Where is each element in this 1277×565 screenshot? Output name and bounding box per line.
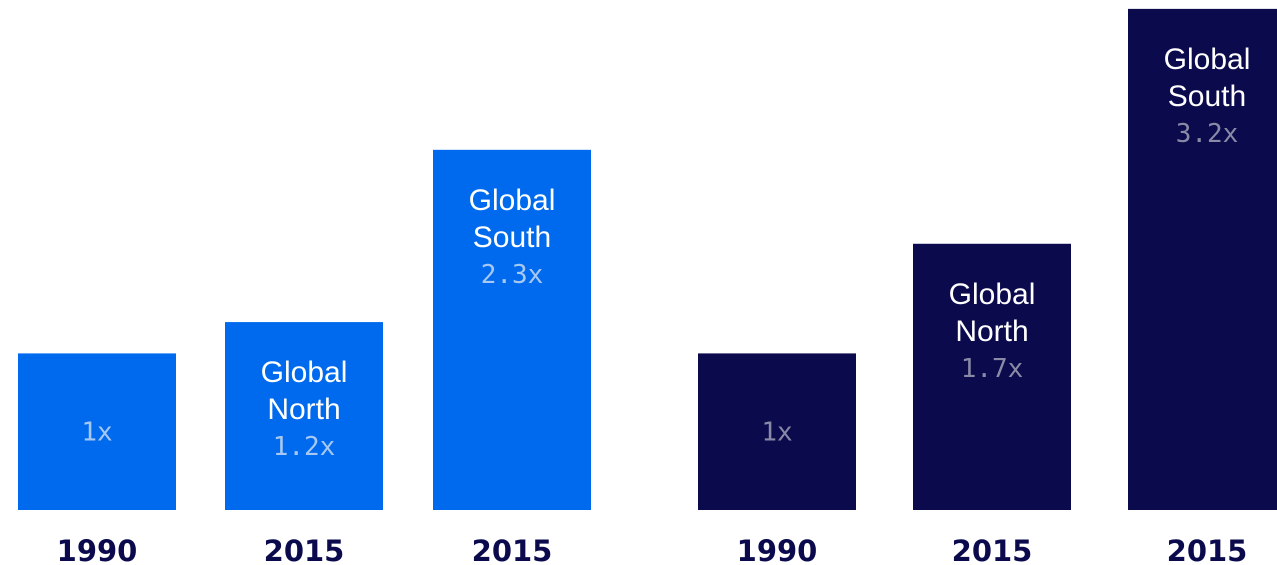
x-tick-label: 1990 bbox=[737, 534, 818, 565]
bar-value-label: 1x bbox=[761, 418, 792, 448]
chart-group-1: 1x 1990 Global North 1.2x 2015 Global South 2.3x… bbox=[18, 149, 591, 565]
bar-value-label: 2.3x bbox=[481, 260, 544, 290]
bar bbox=[433, 149, 591, 510]
chart-group-2: 1x 1990 Global North 1.7x 2015 Global South 3.2x… bbox=[698, 8, 1277, 565]
bar bbox=[18, 353, 176, 510]
x-tick-label: 1990 bbox=[57, 534, 138, 565]
bar-name-label: Global bbox=[261, 356, 348, 389]
bar-value-label: 1x bbox=[81, 418, 112, 448]
bar-name-label: North bbox=[267, 393, 340, 426]
bar-name-label: Global bbox=[1164, 43, 1251, 76]
bar-value-label: 1.2x bbox=[273, 432, 336, 462]
x-tick-label: 2015 bbox=[472, 534, 553, 565]
bar-value-label: 3.2x bbox=[1176, 119, 1239, 149]
bar bbox=[913, 243, 1071, 510]
bar-name-label: Global bbox=[469, 184, 556, 217]
bar-name-label: Global bbox=[949, 278, 1036, 311]
bar bbox=[698, 353, 856, 510]
x-tick-label: 2015 bbox=[264, 534, 345, 565]
bar-name-label: North bbox=[955, 315, 1028, 348]
bar bbox=[225, 322, 383, 510]
bar-name-label: South bbox=[473, 221, 551, 254]
bar-name-label: South bbox=[1168, 80, 1246, 113]
bar-value-label: 1.7x bbox=[961, 354, 1024, 384]
x-tick-label: 2015 bbox=[952, 534, 1033, 565]
bar bbox=[1128, 8, 1277, 510]
x-tick-label: 2015 bbox=[1167, 534, 1248, 565]
